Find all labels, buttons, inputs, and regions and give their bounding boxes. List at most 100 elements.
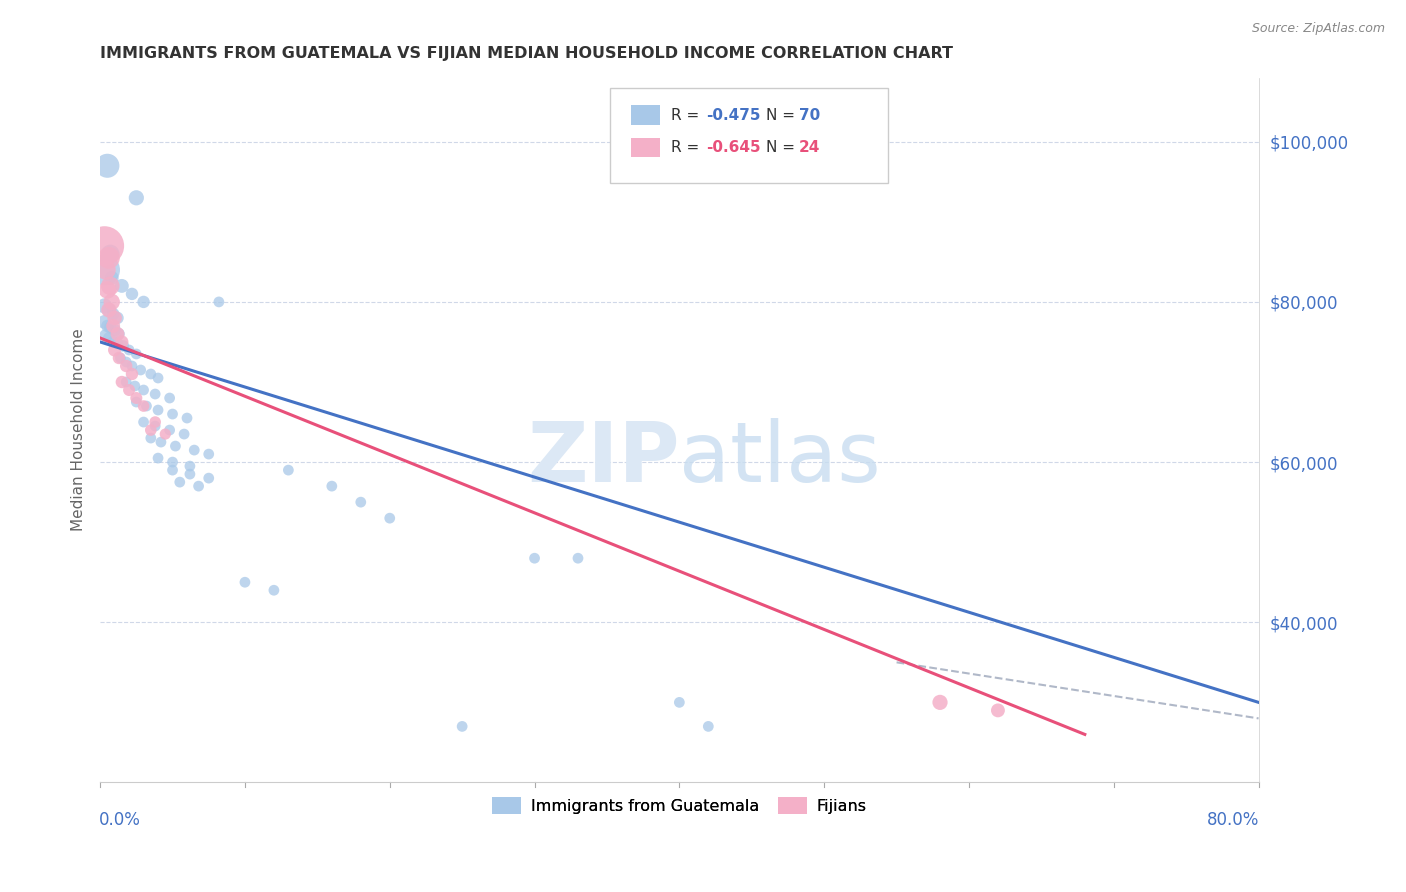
Point <box>96 318 118 333</box>
Point <box>929 695 952 709</box>
Point <box>100 271 122 285</box>
Point <box>143 419 166 434</box>
Point <box>101 334 124 349</box>
Point <box>321 479 343 493</box>
Point <box>139 367 162 381</box>
Point <box>121 286 143 301</box>
Text: 80.0%: 80.0% <box>1208 811 1260 829</box>
Text: 70: 70 <box>799 108 820 122</box>
Point <box>125 347 148 361</box>
Point <box>197 471 219 485</box>
Point <box>187 479 209 493</box>
Point <box>277 463 299 477</box>
Point <box>139 431 162 445</box>
Point <box>93 299 115 313</box>
Text: 0.0%: 0.0% <box>98 811 141 829</box>
Point <box>112 339 135 353</box>
Point <box>378 511 401 525</box>
Point <box>115 375 138 389</box>
Point <box>100 294 122 309</box>
Point <box>173 427 195 442</box>
Point <box>98 279 121 293</box>
Text: atlas: atlas <box>679 417 882 499</box>
Point <box>97 331 120 345</box>
Point <box>97 302 120 317</box>
Point <box>176 411 198 425</box>
Point <box>162 463 184 477</box>
Point <box>97 251 120 265</box>
Point <box>101 318 124 333</box>
Point <box>159 423 181 437</box>
Point <box>96 283 118 297</box>
Point <box>110 351 132 365</box>
Point <box>111 279 134 293</box>
Point <box>208 294 231 309</box>
Point <box>108 326 131 341</box>
Point <box>96 159 118 173</box>
Point <box>233 575 256 590</box>
Point <box>94 263 117 277</box>
Point <box>146 371 169 385</box>
Point <box>94 328 117 343</box>
Point <box>125 395 148 409</box>
Point <box>159 391 181 405</box>
Point <box>93 239 115 253</box>
Point <box>98 247 121 261</box>
Point <box>118 383 141 397</box>
Point <box>350 495 373 509</box>
Point <box>118 343 141 357</box>
Point <box>115 355 138 369</box>
Text: R =: R = <box>671 108 704 122</box>
Point <box>121 367 143 381</box>
Point <box>125 391 148 405</box>
Point <box>101 307 124 321</box>
Point <box>263 583 285 598</box>
Point <box>111 375 134 389</box>
Point <box>567 551 589 566</box>
FancyBboxPatch shape <box>610 88 887 184</box>
Point <box>668 695 690 709</box>
Point <box>146 451 169 466</box>
Text: Source: ZipAtlas.com: Source: ZipAtlas.com <box>1251 22 1385 36</box>
FancyBboxPatch shape <box>631 137 659 157</box>
Point <box>132 415 155 429</box>
Text: IMMIGRANTS FROM GUATEMALA VS FIJIAN MEDIAN HOUSEHOLD INCOME CORRELATION CHART: IMMIGRANTS FROM GUATEMALA VS FIJIAN MEDI… <box>100 46 953 62</box>
Point <box>162 455 184 469</box>
Point <box>129 363 152 377</box>
Text: -0.645: -0.645 <box>706 140 761 155</box>
Point <box>987 703 1010 717</box>
Point <box>139 423 162 437</box>
Point <box>697 719 720 733</box>
Text: -0.475: -0.475 <box>706 108 761 122</box>
Point <box>165 439 187 453</box>
Point <box>179 459 201 474</box>
Point <box>183 443 205 458</box>
Text: N =: N = <box>766 108 800 122</box>
Text: R =: R = <box>671 140 704 155</box>
Point <box>107 336 129 351</box>
Point <box>125 191 148 205</box>
Text: N =: N = <box>766 140 800 155</box>
Point <box>93 263 115 277</box>
Point <box>132 383 155 397</box>
Point <box>115 359 138 373</box>
Point <box>132 399 155 413</box>
Point <box>107 310 129 325</box>
FancyBboxPatch shape <box>631 105 659 125</box>
Text: ZIP: ZIP <box>527 417 679 499</box>
Point <box>98 320 121 334</box>
Point <box>135 399 157 413</box>
Point <box>146 403 169 417</box>
Point <box>132 294 155 309</box>
Point <box>111 334 134 349</box>
Point <box>169 475 191 489</box>
Point <box>124 379 146 393</box>
Point <box>143 387 166 401</box>
Point <box>451 719 474 733</box>
Y-axis label: Median Household Income: Median Household Income <box>72 328 86 532</box>
Point <box>104 310 127 325</box>
Legend: Immigrants from Guatemala, Fijians: Immigrants from Guatemala, Fijians <box>486 791 873 821</box>
Point <box>149 435 172 450</box>
Point <box>121 359 143 373</box>
Point <box>107 326 129 341</box>
